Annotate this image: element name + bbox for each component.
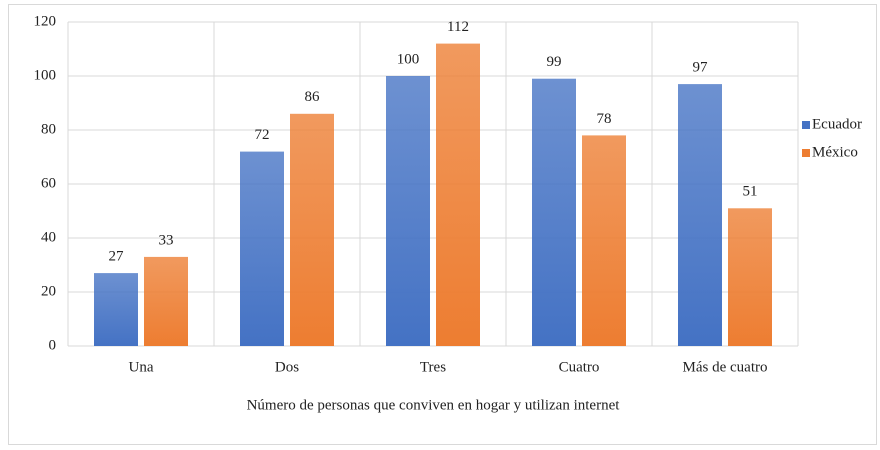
y-tick-label: 0 — [49, 337, 57, 353]
x-tick-label: Dos — [275, 359, 299, 375]
chart-frame — [8, 4, 877, 445]
y-tick-label: 40 — [41, 229, 56, 245]
bar — [532, 78, 576, 346]
legend-swatch — [802, 121, 810, 129]
bar — [386, 76, 430, 346]
bar — [144, 256, 188, 346]
x-tick-label: Cuatro — [559, 359, 600, 375]
bar — [240, 151, 284, 346]
x-tick-label: Una — [129, 359, 154, 375]
data-label: 27 — [109, 249, 125, 265]
legend-label: México — [812, 144, 858, 160]
x-tick-label: Más de cuatro — [683, 359, 768, 375]
legend-swatch — [802, 149, 810, 157]
y-tick-label: 80 — [41, 121, 56, 137]
bar — [94, 273, 138, 346]
y-tick-label: 20 — [41, 283, 56, 299]
bar — [678, 84, 722, 346]
data-label: 72 — [255, 127, 270, 143]
bar — [728, 208, 772, 346]
data-label: 51 — [743, 184, 758, 200]
x-axis-label: Número de personas que conviven en hogar… — [247, 397, 621, 413]
data-label: 99 — [547, 54, 562, 70]
y-tick-label: 120 — [34, 13, 57, 29]
legend-label: Ecuador — [812, 116, 862, 132]
bar — [290, 113, 334, 346]
x-tick-label: Tres — [420, 359, 446, 375]
data-label: 100 — [397, 51, 420, 67]
data-label: 33 — [159, 232, 174, 248]
bar — [582, 135, 626, 346]
data-label: 97 — [693, 60, 709, 76]
bar — [436, 43, 480, 346]
data-label: 112 — [447, 19, 469, 35]
data-label: 86 — [305, 89, 321, 105]
data-label: 78 — [597, 111, 612, 127]
y-tick-label: 60 — [41, 175, 56, 191]
y-tick-label: 100 — [34, 67, 57, 83]
